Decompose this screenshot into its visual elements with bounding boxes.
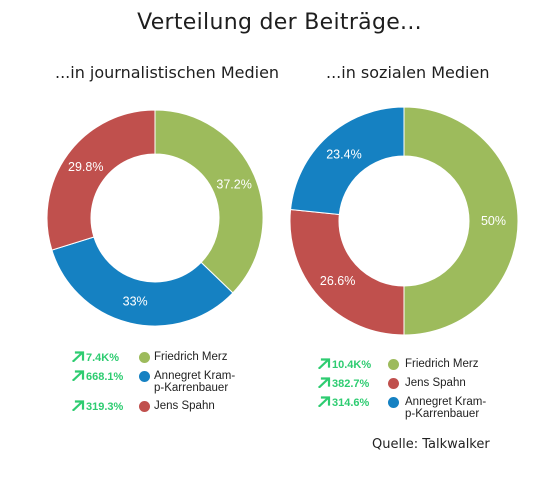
growth-value: 668.1% [72, 370, 123, 384]
donut-social: 50% 26.6% 23.4% [289, 106, 519, 336]
trend-up-arrow-icon [72, 351, 85, 362]
subtitle-journalistic: ...in journalistischen Medien [55, 63, 280, 82]
legend-dot-akk [388, 397, 399, 408]
slice-label-friedrich-merz: 50% [481, 214, 506, 228]
trend-up-arrow-icon [72, 400, 85, 411]
legend-label: Friedrich Merz [154, 351, 228, 363]
trend-up-arrow-icon [318, 396, 331, 407]
growth-value: 10.4K% [318, 358, 371, 372]
slice-label-jens-spahn: 29.8% [68, 160, 103, 174]
legend-dot-merz [139, 352, 150, 363]
slice-friedrich-merz [403, 106, 519, 336]
legend-label: Jens Spahn [405, 377, 466, 389]
slice-annegret-kramp-karrenbauer [51, 236, 234, 327]
legend-label: Annegret Kram-p-Karrenbauer [154, 370, 236, 394]
trend-up-arrow-icon [318, 358, 331, 369]
trend-up-arrow-icon [318, 377, 331, 388]
growth-value: 382.7% [318, 377, 369, 391]
legend-label: Annegret Kram-p-Karrenbauer [405, 396, 487, 420]
legend-label: Friedrich Merz [405, 358, 479, 370]
slice-label-friedrich-merz: 37.2% [216, 177, 251, 191]
legend-label: Jens Spahn [154, 400, 215, 412]
growth-value: 319.3% [72, 400, 123, 414]
slice-friedrich-merz [154, 109, 264, 294]
slice-label-annegret-kramp-karrenbauer: 23.4% [326, 148, 361, 162]
chart-title: Verteilung der Beiträge... [137, 10, 422, 35]
donut-journalistic: 37.2% 33% 29.8% [46, 109, 264, 327]
slice-jens-spahn [46, 109, 156, 251]
growth-value: 7.4K% [72, 351, 119, 365]
subtitle-social: ...in sozialen Medien [326, 63, 490, 82]
growth-value: 314.6% [318, 396, 369, 410]
slice-annegret-kramp-karrenbauer [290, 106, 405, 216]
legend-dot-spahn [388, 378, 399, 389]
legend-dot-spahn [139, 401, 150, 412]
source-note: Quelle: Talkwalker [372, 437, 490, 452]
slice-jens-spahn [289, 209, 405, 336]
trend-up-arrow-icon [72, 370, 85, 381]
legend-dot-akk [139, 371, 150, 382]
legend-dot-merz [388, 359, 399, 370]
slice-label-jens-spahn: 26.6% [320, 274, 355, 288]
slice-label-annegret-kramp-karrenbauer: 33% [123, 295, 148, 309]
